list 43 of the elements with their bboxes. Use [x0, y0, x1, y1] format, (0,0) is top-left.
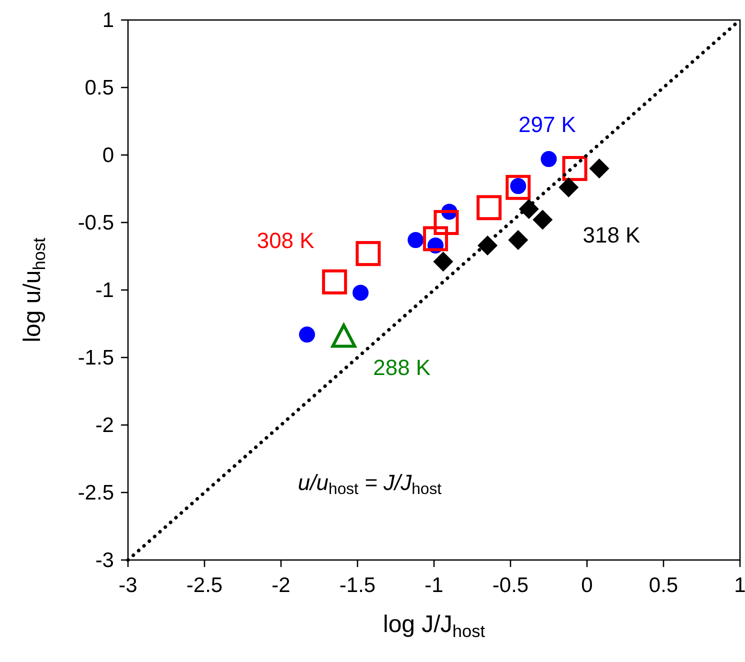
point	[540, 151, 557, 168]
x-tick-label: -3	[118, 574, 138, 597]
annotation: u/u$_{host}$ = J/J$_{host}$	[298, 470, 442, 498]
point	[476, 195, 502, 220]
series-label: 297 K	[518, 112, 576, 137]
x-tick-label: 0.5	[648, 574, 678, 597]
point	[433, 252, 454, 272]
y-tick-label: 1	[102, 9, 114, 32]
y-tick-label: -2	[95, 414, 114, 437]
y-tick-label: -1.5	[78, 346, 114, 370]
series-label: 318 K	[582, 222, 641, 248]
y-tick-label: -2.5	[78, 482, 114, 504]
point	[562, 156, 588, 181]
x-tick-label: -1.5	[339, 574, 376, 597]
point	[518, 199, 539, 219]
point	[356, 241, 381, 266]
x-tick-label: -1	[424, 574, 444, 597]
point	[589, 158, 610, 178]
x-axis-title: log J/J$_{host}$	[382, 611, 486, 641]
point	[423, 226, 448, 252]
y-tick-label: 0	[102, 144, 114, 167]
point	[322, 269, 348, 294]
point	[331, 324, 356, 348]
point	[352, 284, 369, 301]
point	[408, 232, 424, 248]
x-tick-label: 1	[734, 574, 745, 597]
y-tick-label: -1	[95, 279, 114, 302]
point	[558, 177, 579, 198]
x-tick-label: -2.5	[186, 574, 223, 597]
y-tick-label: 0.5	[84, 76, 114, 100]
series-label: 288 K	[373, 354, 431, 380]
point	[506, 174, 531, 200]
x-tick-label: 0	[581, 574, 593, 597]
x-tick-label: -0.5	[492, 574, 529, 597]
point	[508, 230, 528, 250]
point	[434, 210, 459, 235]
y-tick-label: -0.5	[78, 212, 114, 234]
series-label: 308 K	[256, 228, 315, 254]
point	[532, 210, 553, 230]
y-tick-label: -3	[95, 549, 114, 572]
point	[478, 235, 498, 256]
x-tick-label: -2	[272, 574, 290, 597]
point	[299, 326, 316, 343]
